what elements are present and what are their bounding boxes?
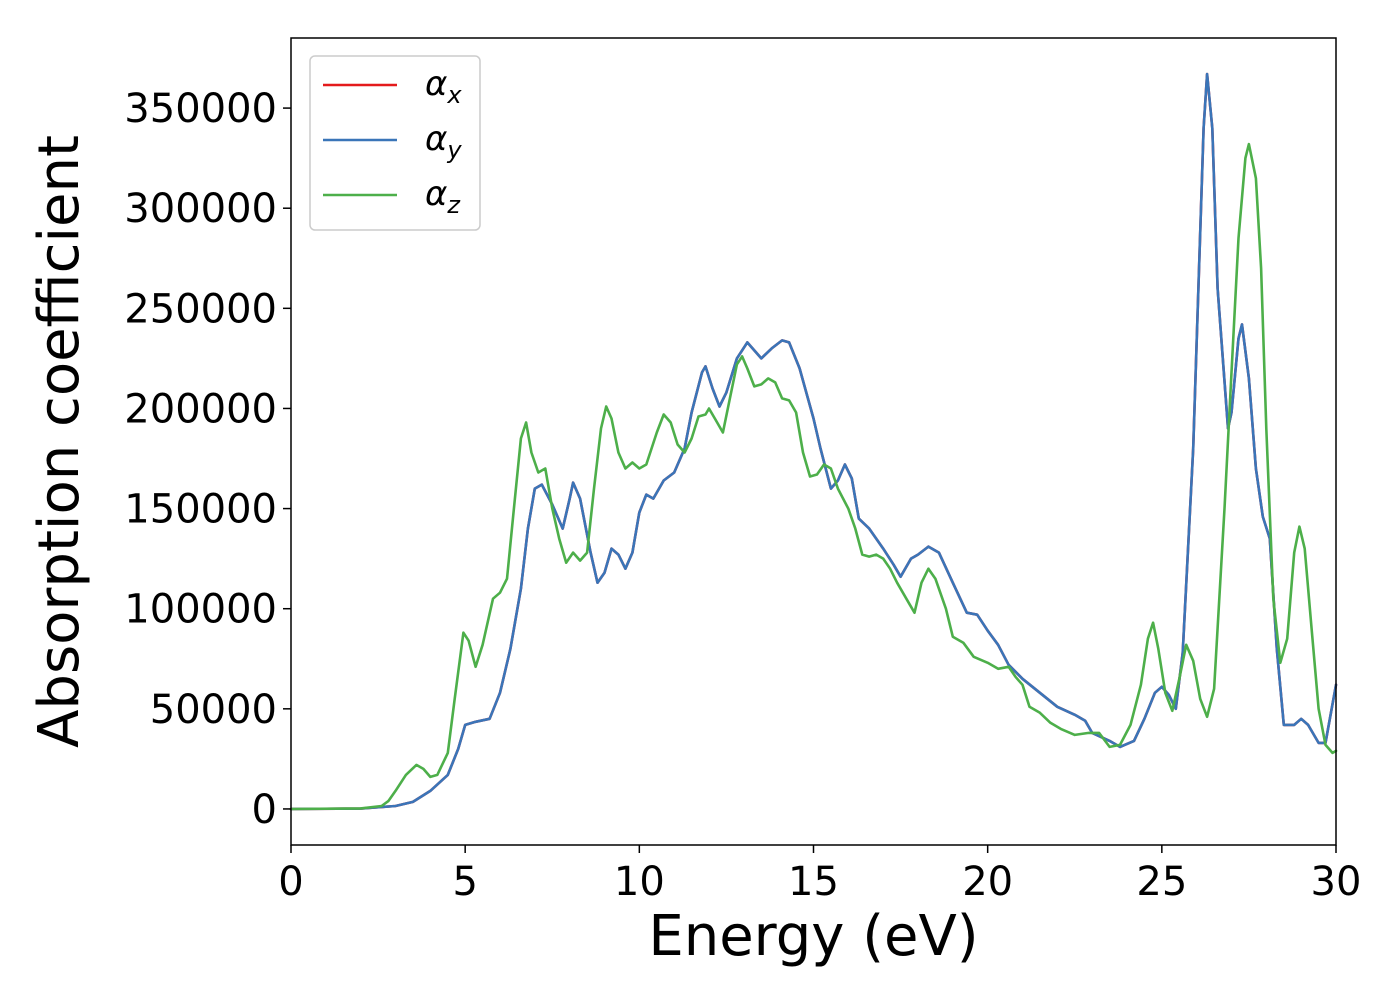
legend-label-z: αz — [425, 174, 461, 219]
legend-box — [309, 55, 481, 231]
x-axis: 0 5 10 15 20 25 30 — [278, 845, 1361, 905]
x-tick-label: 15 — [788, 859, 839, 905]
x-axis-title: Energy (eV) — [648, 904, 978, 969]
y-axis: 0 50000 100000 150000 200000 250000 300000 3500… — [124, 86, 291, 833]
series-line-y — [289, 72, 1338, 811]
legend-alpha: α — [425, 174, 447, 214]
x-tick-label: 10 — [614, 859, 665, 905]
y-tick-label: 350000 — [124, 86, 277, 132]
y-tick-label: 100000 — [124, 587, 277, 633]
y-tick-label: 250000 — [124, 286, 277, 332]
x-tick-label: 20 — [962, 859, 1013, 905]
legend-subscript: x — [446, 81, 462, 109]
legend-alpha: α — [425, 64, 447, 104]
y-axis-title: Absorption coefficient — [27, 135, 92, 748]
series-layer — [289, 72, 1338, 811]
y-tick-label: 50000 — [150, 687, 277, 733]
y-tick-label: 0 — [252, 787, 277, 833]
y-tick-label: 150000 — [124, 487, 277, 533]
y-tick-label: 300000 — [124, 186, 277, 232]
series-line-z — [289, 142, 1338, 811]
legend-subscript: y — [446, 136, 462, 164]
x-tick-label: 0 — [278, 859, 303, 905]
x-tick-label: 5 — [452, 859, 477, 905]
x-tick-label: 25 — [1136, 859, 1187, 905]
x-tick-label: 30 — [1311, 859, 1362, 905]
y-tick-label: 200000 — [124, 386, 277, 432]
legend-label-x: αx — [425, 64, 462, 109]
legend-alpha: α — [425, 119, 447, 159]
legend-subscript: z — [446, 191, 461, 219]
legend-label-y: αy — [425, 119, 462, 164]
